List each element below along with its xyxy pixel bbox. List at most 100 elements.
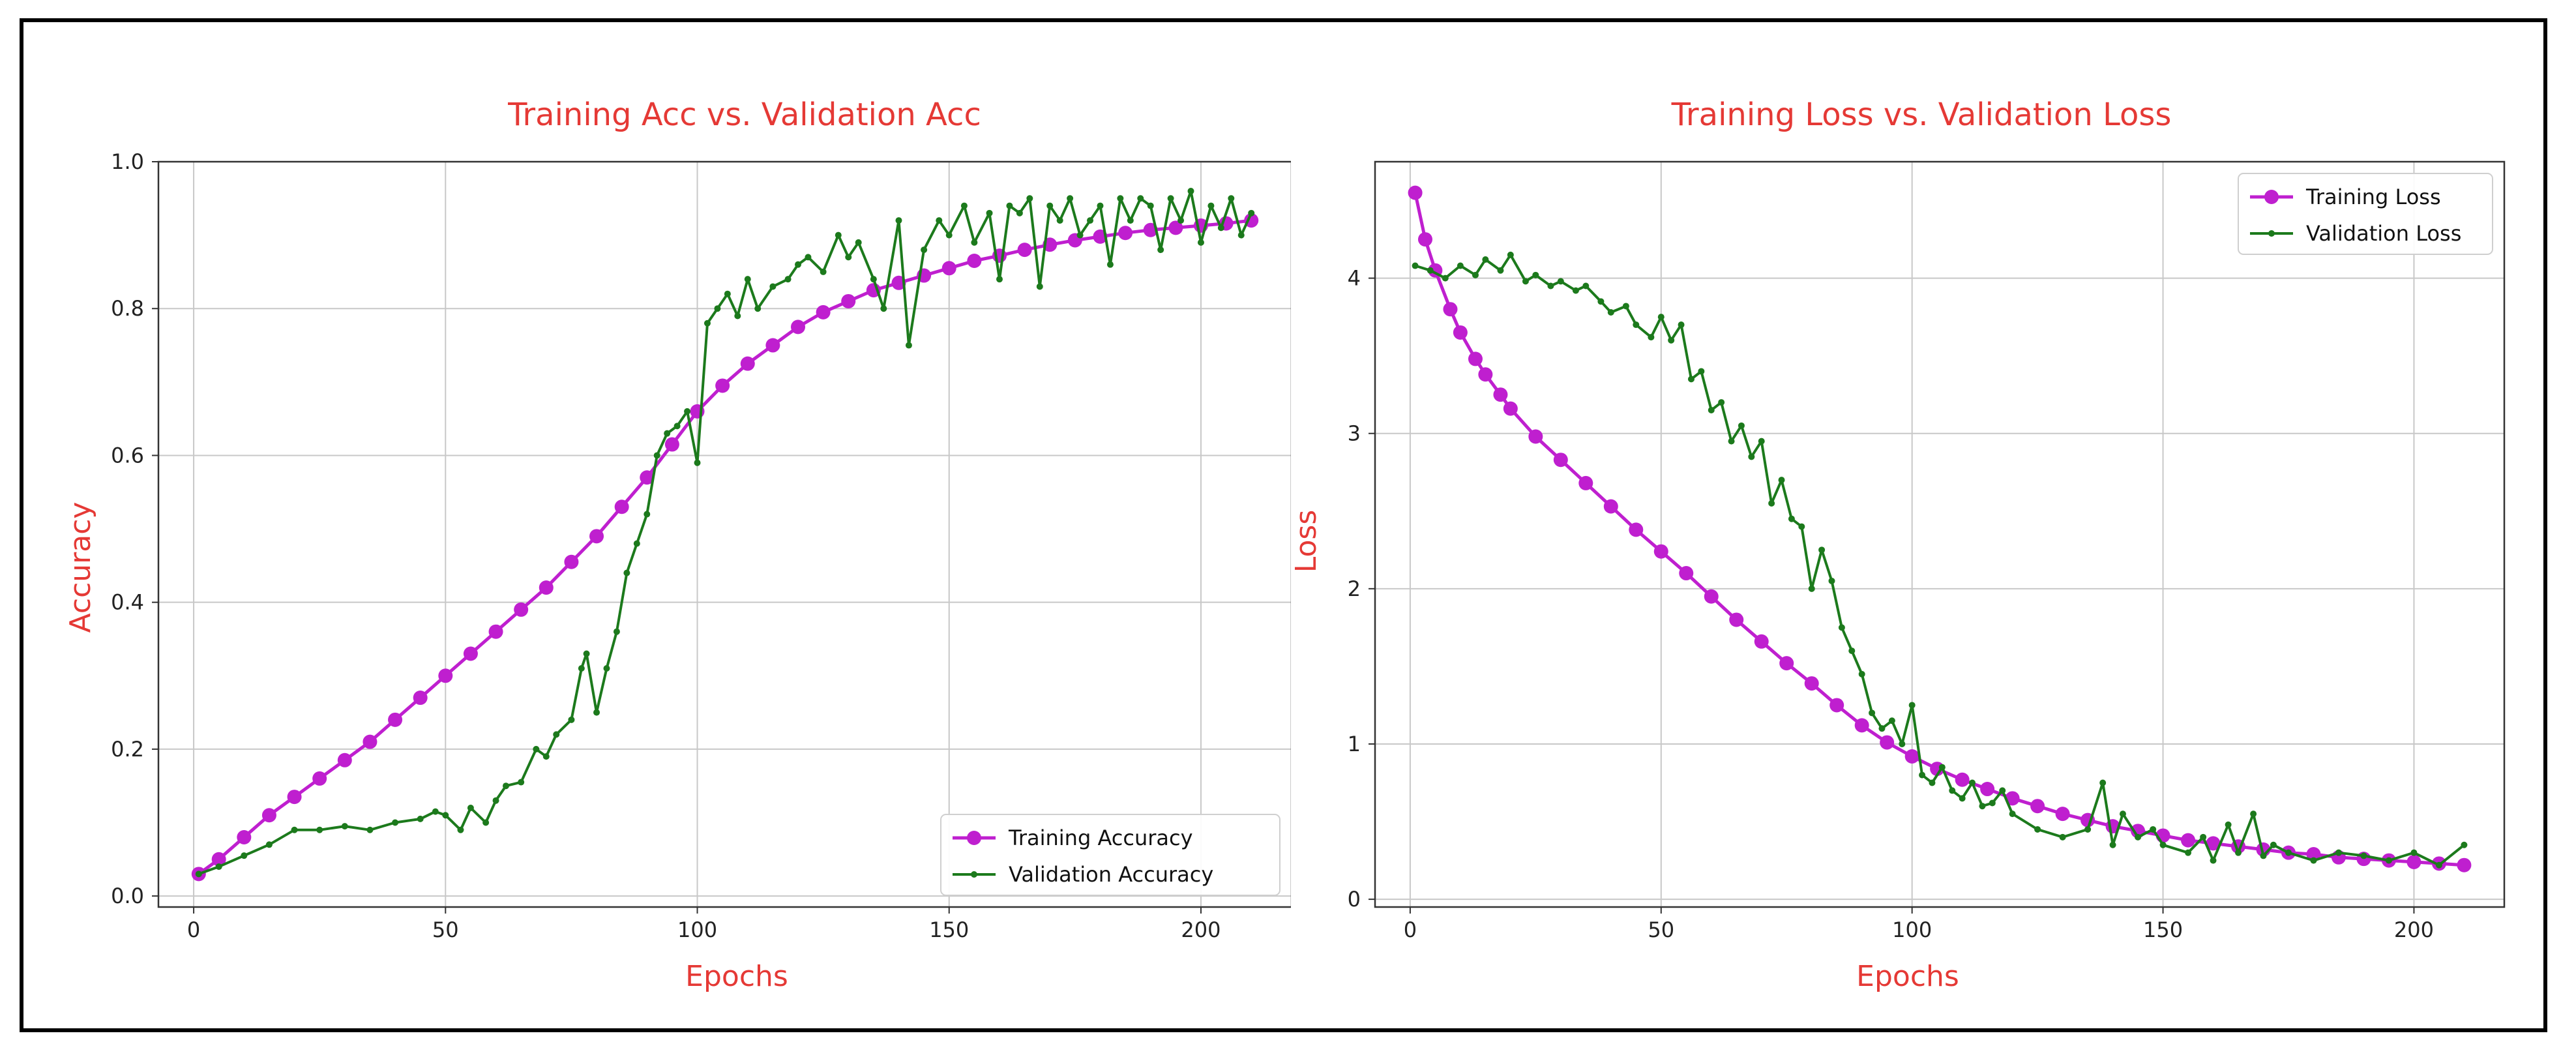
- loss-validation-point: [1472, 271, 1479, 278]
- acc-validation-point: [805, 254, 812, 261]
- acc-validation-point: [432, 808, 439, 815]
- acc-x-tick-label: 0: [187, 917, 200, 942]
- acc-validation-point: [769, 283, 777, 290]
- loss-chart: Training Loss vs. Validation Loss Epochs…: [1291, 97, 2506, 993]
- loss-training-point: [1629, 522, 1644, 537]
- acc-validation-point: [341, 823, 348, 830]
- acc-validation-point: [593, 709, 600, 716]
- loss-y-tick-label: 1: [1348, 732, 1361, 756]
- acc-validation-point: [960, 202, 968, 209]
- acc-validation-point: [724, 290, 731, 297]
- acc-validation-point: [936, 217, 943, 224]
- acc-validation-point: [870, 276, 877, 283]
- loss-x-tick-label: 200: [2394, 917, 2434, 942]
- loss-chart-ylabel: Loss: [1291, 510, 1323, 573]
- acc-validation-point: [583, 650, 590, 657]
- acc-validation-point: [568, 716, 575, 723]
- loss-validation-point: [2084, 826, 2092, 833]
- acc-validation-point: [1187, 188, 1194, 195]
- acc-validation-point: [502, 782, 509, 790]
- acc-validation-point: [664, 430, 671, 437]
- loss-legend-training-label: Training Loss: [2305, 185, 2441, 209]
- loss-validation-point: [1908, 702, 1916, 709]
- loss-training-point: [2206, 836, 2221, 851]
- loss-validation-point: [1582, 282, 1590, 290]
- loss-training-point: [1704, 589, 1719, 604]
- loss-training-point: [2306, 847, 2321, 862]
- loss-training-point: [1453, 325, 1468, 340]
- loss-validation-point: [2109, 841, 2116, 848]
- loss-validation-point: [2270, 841, 2277, 848]
- loss-validation-point: [1929, 779, 1936, 786]
- accuracy-chart-title: Training Acc vs. Validation Acc: [507, 97, 981, 133]
- acc-training-point: [941, 261, 956, 276]
- acc-training-point: [841, 293, 856, 308]
- acc-validation-point: [674, 423, 681, 430]
- loss-validation-point: [1497, 267, 1504, 274]
- loss-validation-point: [1607, 308, 1614, 316]
- loss-validation-point: [1482, 256, 1489, 263]
- acc-y-tick-label: 0.0: [111, 884, 144, 908]
- loss-validation-point: [2235, 849, 2242, 856]
- acc-validation-point: [316, 826, 323, 833]
- acc-validation-point: [1197, 239, 1204, 246]
- loss-legend-swatch-marker: [2264, 190, 2279, 204]
- loss-validation-point: [2034, 826, 2041, 833]
- loss-validation-point: [1698, 368, 1705, 375]
- loss-training-point: [1729, 612, 1744, 627]
- acc-validation-point: [880, 305, 887, 312]
- acc-validation-point: [542, 753, 550, 760]
- acc-training-point: [463, 646, 478, 661]
- loss-validation-point: [1457, 262, 1464, 269]
- acc-validation-point: [442, 812, 449, 819]
- loss-training-point: [1553, 453, 1568, 468]
- loss-training-point: [1603, 499, 1618, 514]
- acc-validation-point: [921, 246, 928, 254]
- acc-validation-point: [1228, 195, 1235, 202]
- loss-validation-point: [2385, 857, 2392, 864]
- acc-validation-point: [1248, 209, 1255, 216]
- loss-validation-point: [2185, 849, 2192, 856]
- loss-validation-point: [2310, 857, 2317, 864]
- acc-training-point: [564, 554, 579, 569]
- loss-training-point: [1478, 367, 1493, 382]
- loss-y-tick-label: 2: [1348, 576, 1361, 601]
- loss-validation-point: [1572, 287, 1579, 294]
- loss-validation-point: [1648, 334, 1655, 341]
- acc-validation-point: [417, 815, 424, 822]
- acc-training-point: [438, 668, 453, 683]
- loss-x-tick-label: 0: [1404, 917, 1417, 942]
- loss-training-point: [2005, 791, 2020, 806]
- acc-validation-point: [195, 871, 202, 878]
- acc-validation-point: [644, 511, 651, 518]
- acc-training-point: [640, 470, 655, 485]
- loss-y-tick-label: 4: [1348, 266, 1361, 291]
- acc-training-point: [765, 338, 780, 353]
- loss-validation-point: [1788, 515, 1795, 522]
- loss-x-tick-label: 50: [1648, 917, 1674, 942]
- acc-validation-point: [533, 745, 540, 752]
- loss-training-point: [1653, 544, 1668, 559]
- loss-validation-point: [1687, 376, 1695, 383]
- acc-training-point: [1168, 220, 1183, 235]
- acc-validation-point: [945, 231, 953, 239]
- acc-validation-point: [392, 819, 399, 826]
- acc-legend-swatch-marker: [971, 871, 977, 878]
- acc-validation-point: [1237, 231, 1245, 239]
- loss-validation-point: [1758, 438, 1765, 445]
- loss-validation-point: [1919, 771, 1926, 779]
- loss-validation-point: [1738, 422, 1745, 429]
- acc-validation-point: [623, 569, 630, 576]
- acc-validation-point: [603, 665, 610, 672]
- acc-validation-point: [1056, 217, 1063, 224]
- acc-legend-training-label: Training Accuracy: [1008, 826, 1193, 850]
- loss-validation-point: [1899, 740, 1906, 747]
- acc-training-point: [589, 529, 604, 544]
- loss-validation-point: [2119, 811, 2126, 818]
- acc-validation-point: [703, 320, 711, 327]
- acc-validation-point: [366, 826, 374, 833]
- acc-validation-point: [820, 268, 827, 275]
- acc-validation-point: [734, 312, 741, 320]
- loss-validation-point: [1808, 585, 1815, 592]
- acc-validation-point: [457, 826, 464, 833]
